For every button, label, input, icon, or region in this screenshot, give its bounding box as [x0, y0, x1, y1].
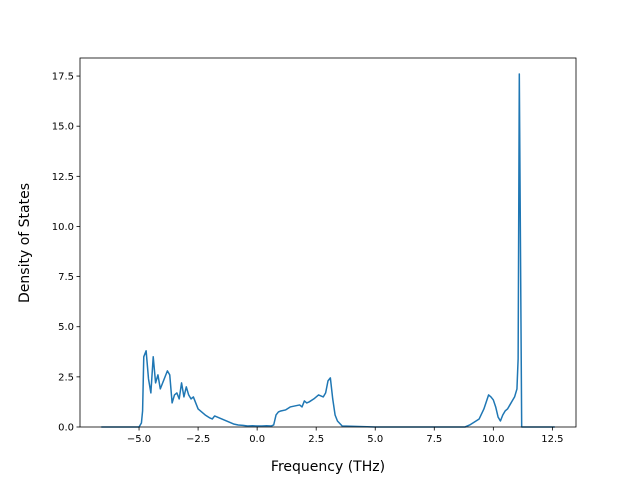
y-tick-label: 15.0: [52, 122, 74, 133]
x-tick-label: 10.0: [482, 434, 504, 445]
y-tick-label: 5.0: [58, 322, 74, 333]
x-tick-label: 12.5: [541, 434, 563, 445]
x-tick-label: 0.0: [249, 434, 265, 445]
plot-frame: [79, 57, 577, 428]
y-tick-label: 0.0: [58, 423, 74, 434]
x-tick-label: 7.5: [426, 434, 442, 445]
x-tick-label: 5.0: [367, 434, 383, 445]
y-tick-label: 12.5: [52, 172, 74, 183]
y-axis-label: Density of States: [17, 183, 33, 303]
y-tick-label: 10.0: [52, 222, 74, 233]
x-tick-label: −5.0: [127, 434, 151, 445]
series-line-0: [101, 73, 555, 428]
y-tick-label: 2.5: [58, 372, 74, 383]
y-tick-label: 17.5: [52, 72, 74, 83]
x-axis-label: Frequency (THz): [271, 459, 385, 475]
x-tick-label: 2.5: [308, 434, 324, 445]
x-tick-label: −2.5: [186, 434, 210, 445]
y-tick-label: 7.5: [58, 272, 74, 283]
